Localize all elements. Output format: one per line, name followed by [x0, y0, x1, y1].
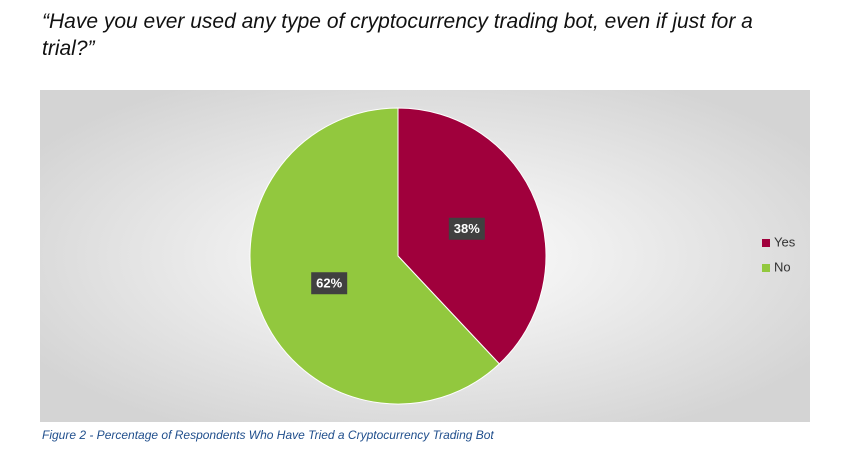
caption: Figure 2 - Percentage of Respondents Who…	[42, 428, 494, 442]
legend-label: Yes	[774, 234, 796, 249]
chart-title: “Have you ever used any type of cryptocu…	[42, 10, 753, 60]
data-label-box	[448, 217, 485, 240]
legend-label: No	[774, 259, 791, 274]
legend-swatch	[762, 264, 770, 272]
pie-slice	[249, 107, 501, 405]
data-label: 62%	[316, 276, 342, 291]
data-label-box	[311, 272, 348, 295]
legend-swatch	[762, 239, 770, 247]
chart: 38% 62% Yes No	[40, 90, 810, 422]
data-label: 38%	[454, 221, 480, 236]
